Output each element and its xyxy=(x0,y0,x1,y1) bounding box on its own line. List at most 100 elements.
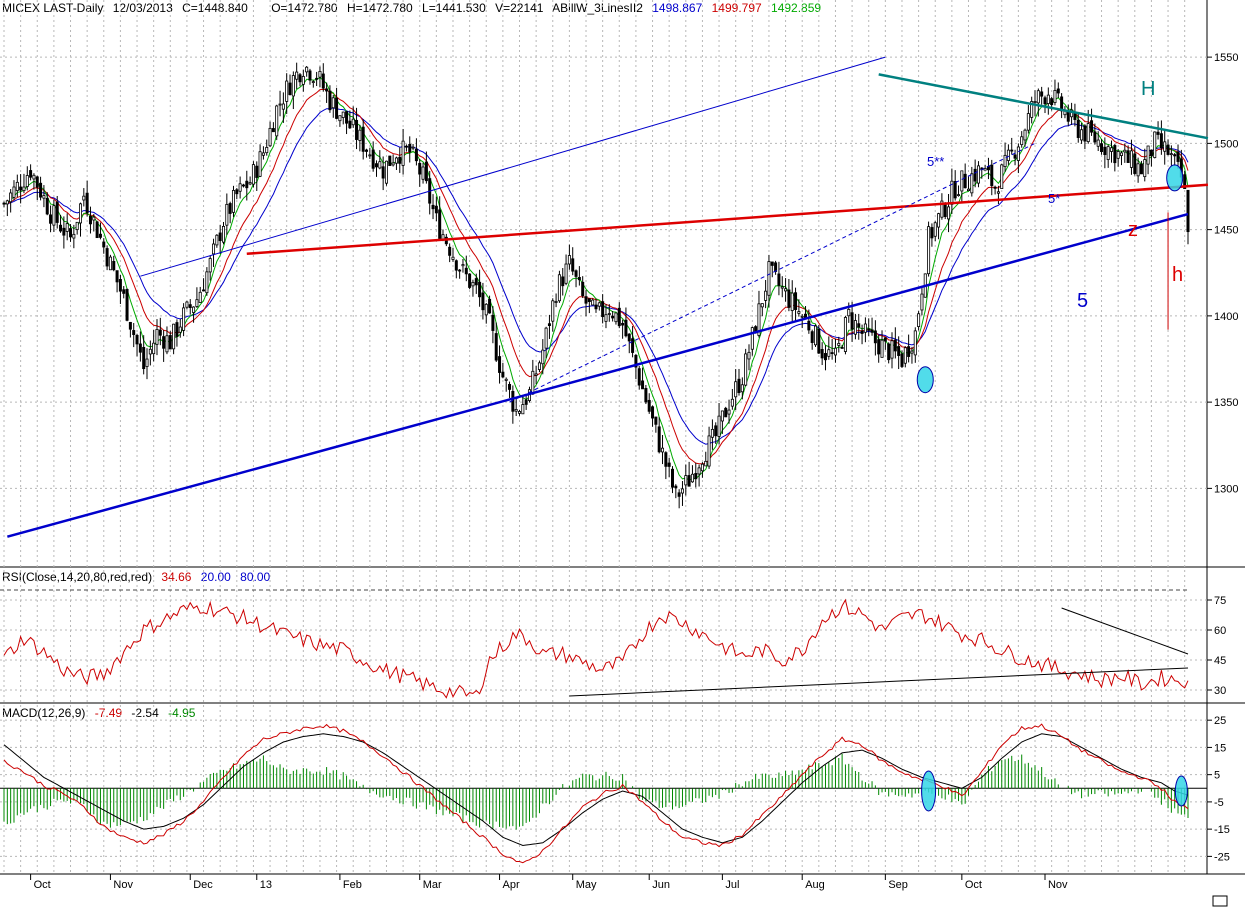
candle-body xyxy=(255,165,259,178)
candle-body xyxy=(158,329,162,336)
candle-body xyxy=(105,248,109,267)
candle-body xyxy=(641,380,645,390)
candle-body xyxy=(1139,163,1143,175)
candle-body xyxy=(215,234,219,246)
candle-body xyxy=(478,281,482,298)
candle-body xyxy=(195,299,199,307)
candle-body xyxy=(15,181,19,191)
candle-body xyxy=(328,90,332,111)
price-tick-label: 1350 xyxy=(1214,397,1238,409)
candle-body xyxy=(870,329,874,333)
candle-body xyxy=(1100,143,1104,152)
candle-body xyxy=(431,204,435,210)
candle-body xyxy=(1043,97,1047,105)
candle-body xyxy=(710,428,714,438)
candle-body xyxy=(707,435,711,467)
candle-body xyxy=(537,362,541,370)
candle-body xyxy=(474,278,478,286)
candle-body xyxy=(966,188,970,191)
macd-tick-label: 25 xyxy=(1214,715,1226,727)
x-tick-label: Nov xyxy=(113,879,133,891)
candle-body xyxy=(787,289,791,308)
candle-body xyxy=(521,404,525,415)
rsi-resistance-trendline xyxy=(1061,607,1189,655)
candle-body xyxy=(182,307,186,331)
ma-green-line xyxy=(3,76,1189,481)
rsi-line xyxy=(3,598,1189,699)
candle-body xyxy=(251,164,255,185)
x-tick-label: Jun xyxy=(652,879,670,891)
rsi-tick-label: 60 xyxy=(1214,625,1226,637)
candle-body xyxy=(917,313,921,327)
rsi-tick-label: 75 xyxy=(1214,595,1226,607)
candle-body xyxy=(514,409,518,412)
candle-body xyxy=(12,186,16,198)
indicator-green-value: 1492.859 xyxy=(771,1,822,15)
candle-body xyxy=(42,195,46,199)
annotation-H: H xyxy=(1141,78,1155,100)
candle-body xyxy=(827,349,831,357)
candle-body xyxy=(770,261,774,266)
candle-body xyxy=(591,299,595,306)
candle-body xyxy=(325,88,329,92)
candle-body xyxy=(454,260,458,271)
candle-body xyxy=(833,347,837,356)
candle-body xyxy=(1173,154,1177,157)
candle-body xyxy=(963,173,967,189)
rsi-high: 80.00 xyxy=(240,570,271,584)
candle-body xyxy=(541,349,545,365)
candle-body xyxy=(128,321,132,330)
neckline-trendline xyxy=(246,183,1209,256)
candle-body xyxy=(960,170,964,192)
candle-body xyxy=(647,399,651,412)
candle-body xyxy=(750,327,754,350)
candle-body xyxy=(132,330,136,335)
candle-body xyxy=(564,263,568,284)
resistance-trendline xyxy=(878,73,1209,140)
candle-body xyxy=(448,246,452,256)
candle-body xyxy=(1020,136,1024,146)
candle-body xyxy=(651,406,655,419)
candle-body xyxy=(394,157,398,164)
candle-body xyxy=(468,273,472,288)
candle-body xyxy=(458,269,462,272)
candle-body xyxy=(338,115,342,122)
candle-body xyxy=(45,197,49,215)
macd-hist-value: -4.95 xyxy=(168,706,196,720)
candle-body xyxy=(814,325,818,346)
candle-body xyxy=(49,214,53,224)
candle-body xyxy=(614,312,618,323)
candle-body xyxy=(59,224,63,232)
candle-body xyxy=(178,326,182,333)
candle-body xyxy=(567,255,571,265)
candle-body xyxy=(720,410,724,422)
candle-body xyxy=(634,354,638,368)
macd-line xyxy=(3,723,1189,864)
candle-body xyxy=(418,162,422,175)
candle-body xyxy=(218,232,222,242)
candle-body xyxy=(684,475,688,486)
candle-body xyxy=(940,200,944,218)
candle-body xyxy=(331,97,335,109)
close-label: C=1448.840 xyxy=(182,1,248,15)
upper-channel-line xyxy=(140,56,886,277)
candle-body xyxy=(1033,101,1037,103)
x-tick-label: Aug xyxy=(805,879,825,891)
candle-body xyxy=(524,399,528,405)
candle-body xyxy=(700,463,704,472)
candle-body xyxy=(25,175,29,187)
candle-body xyxy=(321,73,325,89)
candle-body xyxy=(1083,125,1087,142)
candle-body xyxy=(850,312,854,330)
macd-name: MACD(12,26,9) xyxy=(2,706,86,720)
candle-body xyxy=(95,221,99,239)
candle-body xyxy=(82,195,86,201)
candle-body xyxy=(1146,145,1150,165)
candle-body xyxy=(361,126,365,152)
candle-body xyxy=(378,161,382,169)
scroll-box[interactable] xyxy=(1212,895,1228,907)
candle-body xyxy=(225,203,229,226)
candle-body xyxy=(381,166,385,179)
candle-body xyxy=(883,337,887,342)
